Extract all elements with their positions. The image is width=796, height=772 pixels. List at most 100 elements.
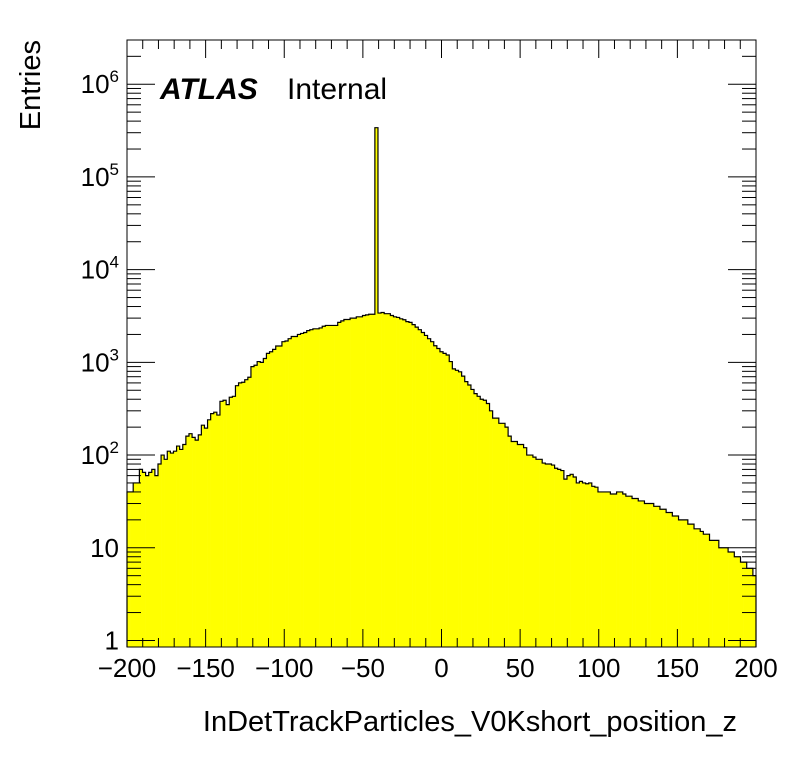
histogram-bin	[390, 315, 394, 647]
histogram-bin	[257, 361, 261, 647]
histogram-bin	[641, 500, 645, 647]
histogram-bin	[542, 463, 546, 647]
histogram-bin	[185, 436, 190, 647]
histogram-bin	[374, 127, 379, 648]
histogram-bin	[740, 562, 744, 647]
histogram-bin	[539, 459, 543, 647]
histogram-bin	[517, 444, 521, 647]
histogram-bin	[709, 540, 713, 647]
histogram-bin	[706, 534, 710, 647]
histogram-bin	[576, 482, 580, 647]
histogram-bin	[492, 418, 497, 647]
histogram-bin	[340, 320, 345, 647]
histogram-bin	[405, 321, 410, 647]
y-tick-label: 105	[81, 160, 119, 192]
histogram-bin	[752, 575, 757, 647]
histogram-bin	[396, 317, 400, 647]
histogram-bin	[127, 491, 131, 647]
histogram-bin	[198, 434, 202, 647]
histogram-bin	[672, 516, 676, 647]
histogram-bin	[303, 332, 308, 647]
histogram-bin	[579, 481, 583, 647]
histogram-bin	[644, 503, 648, 647]
histogram-bin	[511, 441, 515, 647]
histogram-bin	[467, 384, 472, 647]
histogram-bin	[343, 319, 348, 647]
histogram-bin	[638, 500, 642, 647]
x-tick-label: 0	[434, 653, 448, 683]
histogram-bin	[154, 475, 159, 647]
histogram-bin	[204, 428, 208, 647]
histogram-bin	[418, 329, 422, 647]
histogram-bin	[681, 519, 686, 647]
histogram-bin	[536, 459, 540, 647]
histogram-bin	[486, 403, 490, 647]
histogram-bin	[452, 368, 456, 647]
histogram-bin	[297, 334, 301, 647]
histogram-bin	[743, 562, 748, 647]
histogram-bin	[480, 399, 484, 647]
histogram-bin	[607, 491, 611, 647]
histogram-bin	[368, 314, 373, 647]
histogram-bin	[421, 332, 425, 647]
histogram-bin	[613, 494, 617, 647]
histogram-bin	[635, 498, 639, 647]
histogram-bin	[164, 459, 168, 647]
histogram-bin	[263, 358, 267, 647]
y-tick-label: 106	[81, 67, 119, 99]
histogram-bin	[148, 472, 153, 647]
histogram-bin	[647, 503, 651, 647]
histogram-bin	[619, 491, 624, 647]
histogram-bin	[412, 324, 416, 647]
histogram-bin	[192, 437, 196, 647]
histogram-bin	[201, 425, 205, 647]
histogram-bin	[365, 314, 369, 647]
histogram-bin	[161, 455, 165, 647]
histogram-bin	[703, 534, 707, 647]
histogram-bin	[604, 491, 608, 647]
x-tick-label: −100	[255, 653, 314, 683]
status-label: Internal	[287, 73, 387, 106]
histogram-bin	[136, 482, 140, 647]
histogram-bin	[210, 413, 215, 647]
histogram-bin	[362, 315, 366, 647]
histogram-bin	[188, 433, 193, 647]
histogram-bin	[570, 474, 574, 647]
histogram-bin	[272, 349, 277, 647]
histogram-bin	[554, 468, 558, 647]
histogram-bin	[157, 464, 162, 647]
experiment-label: ATLAS	[159, 73, 258, 106]
histogram-bin	[306, 330, 311, 647]
histogram-bin	[216, 415, 221, 647]
histogram-bin	[139, 469, 143, 647]
x-tick-label: 100	[577, 653, 620, 683]
histogram-bin	[393, 316, 397, 647]
histogram-bin	[130, 491, 134, 647]
histogram-bin	[381, 312, 385, 647]
histogram-bin	[731, 551, 735, 647]
histogram-bin	[275, 346, 280, 647]
histogram-bin	[461, 376, 466, 647]
x-tick-label: −150	[176, 653, 235, 683]
histogram-bin	[350, 318, 354, 647]
histogram-bin	[653, 506, 658, 647]
histogram-bin	[601, 491, 605, 647]
histogram-bin	[226, 404, 230, 647]
histogram-bin	[408, 322, 413, 647]
histogram-bin	[749, 568, 754, 647]
histogram-bin	[659, 509, 664, 647]
histogram-bin	[269, 351, 273, 647]
histogram-bin	[359, 316, 363, 647]
y-tick-label: 1	[105, 625, 119, 655]
histogram-bin	[170, 453, 174, 647]
histogram-bin	[675, 516, 679, 647]
histogram-bin	[477, 396, 481, 647]
histogram-bin	[430, 341, 435, 647]
y-tick-label: 102	[81, 438, 119, 470]
histogram-bin	[532, 457, 537, 647]
histogram-bin	[182, 444, 187, 647]
histogram-bin	[622, 494, 627, 647]
histogram-bin	[427, 338, 431, 647]
histogram-bin	[728, 551, 732, 647]
histogram-bin	[424, 335, 428, 647]
